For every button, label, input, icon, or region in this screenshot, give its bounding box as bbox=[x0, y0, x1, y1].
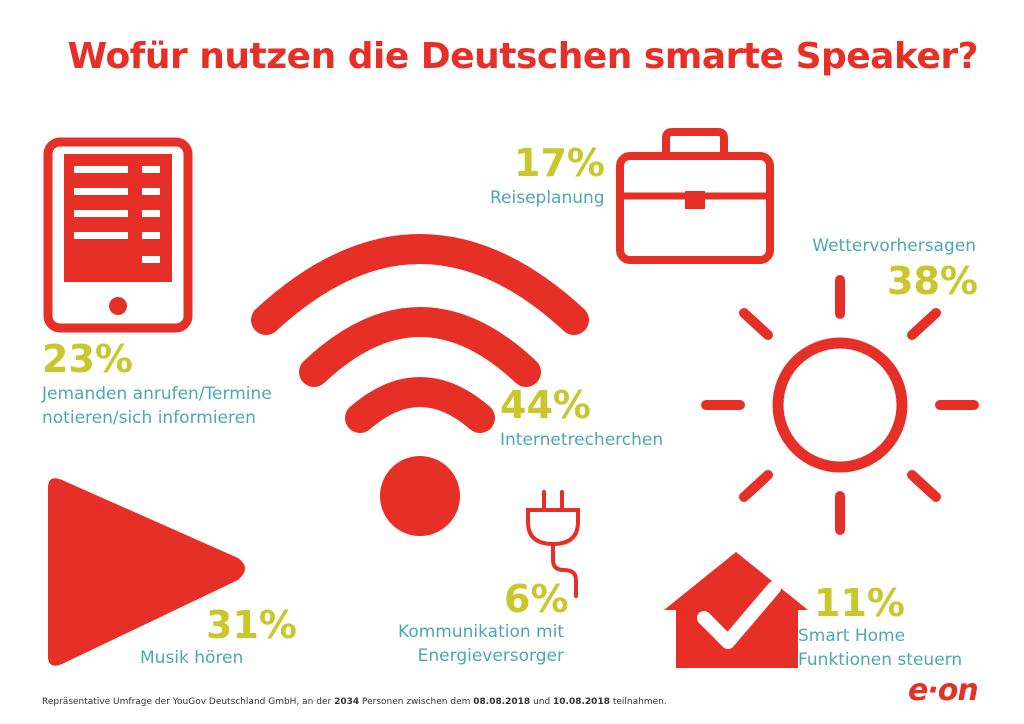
suitcase-percent: 17% bbox=[514, 141, 605, 185]
plug-label: Kommunikation mit Energieversorger bbox=[398, 620, 564, 668]
wifi-percent: 44% bbox=[500, 383, 591, 427]
footnote-date-from: 08.08.2018 bbox=[473, 697, 531, 707]
tablet-label-line-2: notieren/sich informieren bbox=[42, 408, 256, 428]
sun-icon bbox=[701, 275, 979, 535]
tablet-label: Jemanden anrufen/Termine notieren/sich i… bbox=[42, 382, 272, 430]
house-percent: 11% bbox=[814, 581, 905, 625]
tablet-icon bbox=[43, 137, 193, 333]
footnote-date-to: 10.08.2018 bbox=[553, 697, 610, 707]
play-label: Musik hören bbox=[140, 648, 244, 668]
footnote-conj: und bbox=[530, 697, 554, 707]
footnote: Repräsentative Umfrage der YouGov Deutsc… bbox=[42, 697, 667, 707]
plug-label-line-1: Kommunikation mit bbox=[398, 622, 564, 642]
eon-logo: e·on bbox=[908, 673, 979, 708]
tablet-label-line-1: Jemanden anrufen/Termine bbox=[42, 384, 272, 404]
footnote-prefix: Repräsentative Umfrage der YouGov Deutsc… bbox=[42, 697, 335, 707]
wifi-label: Internetrecherchen bbox=[500, 430, 664, 450]
tablet-percent: 23% bbox=[42, 337, 133, 381]
house-label: Smart Home Funktionen steuern bbox=[798, 624, 962, 672]
house-check-icon bbox=[664, 552, 808, 668]
play-icon bbox=[48, 478, 245, 666]
footnote-suffix: teilnahmen. bbox=[609, 697, 667, 707]
house-label-line-1: Smart Home bbox=[798, 626, 906, 646]
sun-label: Wettervorhersagen bbox=[812, 236, 976, 256]
plug-icon bbox=[526, 490, 580, 598]
play-percent: 31% bbox=[206, 603, 297, 647]
plug-percent: 6% bbox=[504, 577, 569, 621]
wifi-icon bbox=[251, 234, 589, 536]
house-label-line-2: Funktionen steuern bbox=[798, 650, 963, 670]
plug-label-line-2: Energieversorger bbox=[417, 646, 564, 666]
footnote-count: 2034 bbox=[334, 697, 360, 707]
sun-percent: 38% bbox=[887, 259, 978, 303]
suitcase-icon bbox=[616, 128, 774, 264]
footnote-middle: Personen zwischen dem bbox=[359, 697, 474, 707]
page-title: Wofür nutzen die Deutschen smarte Speake… bbox=[67, 36, 979, 77]
suitcase-label: Reiseplanung bbox=[490, 188, 605, 208]
